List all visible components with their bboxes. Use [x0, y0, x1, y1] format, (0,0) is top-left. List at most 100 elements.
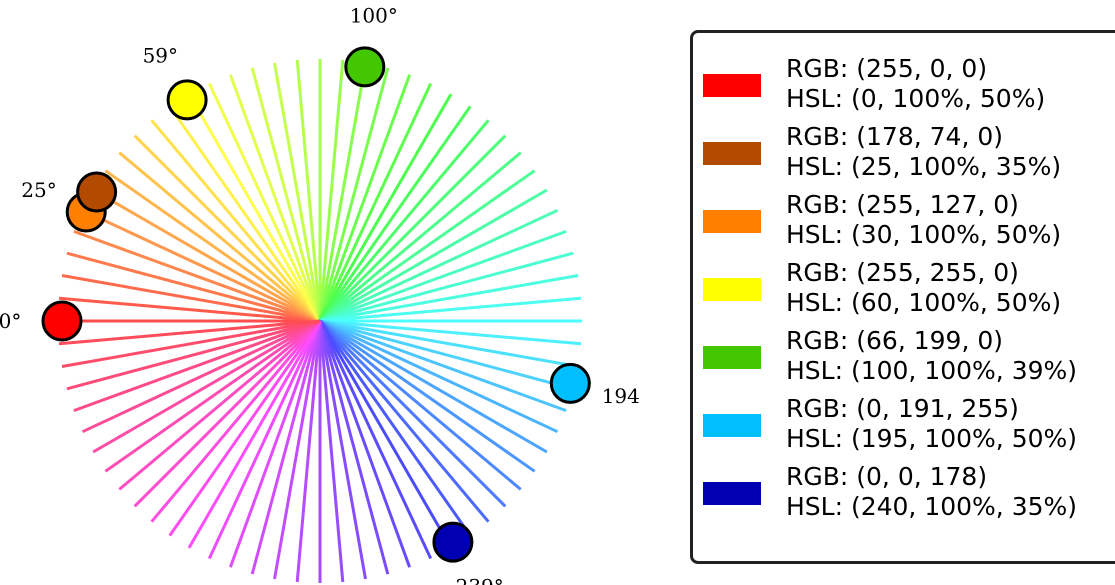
color-legend: RGB: (255, 0, 0) HSL: (0, 100%, 50%) RGB… — [690, 30, 1115, 564]
legend-label: RGB: (255, 0, 0) HSL: (0, 100%, 50%) — [786, 54, 1045, 114]
hue-marker-label: 239° — [456, 575, 504, 585]
hue-spoke — [318, 67, 390, 322]
hue-spoke — [58, 319, 321, 346]
legend-hsl-text: HSL: (240, 100%, 35%) — [786, 492, 1078, 521]
hue-spoke — [319, 319, 567, 413]
hue-marker-label: 0° — [0, 309, 21, 333]
hue-spoke — [118, 151, 321, 323]
legend-hsl-text: HSL: (100, 100%, 39%) — [786, 356, 1078, 385]
hue-spoke — [318, 320, 367, 580]
hue-spoke — [318, 320, 390, 575]
hue-spoke — [318, 74, 412, 322]
hue-spoke — [318, 134, 507, 323]
hue-spoke — [66, 251, 321, 323]
hue-spoke — [318, 320, 472, 537]
hue-spoke — [319, 319, 548, 454]
legend-rgb-text: RGB: (255, 127, 0) — [786, 190, 1019, 219]
legend-label: RGB: (255, 255, 0) HSL: (60, 100%, 50%) — [786, 258, 1061, 318]
legend-entry: RGB: (66, 199, 0) HSL: (100, 100%, 39%) — [693, 323, 1115, 391]
hue-spoke — [133, 134, 322, 323]
hue-spoke — [319, 319, 582, 346]
hue-spoke — [73, 319, 321, 413]
legend-swatch — [703, 346, 761, 369]
hue-spoke — [66, 319, 321, 391]
hue-spoke — [61, 274, 321, 323]
hue-spoke — [228, 74, 322, 322]
hue-spoke — [81, 319, 321, 434]
hue-spoke — [187, 93, 322, 322]
hue-spoke — [319, 319, 579, 368]
hue-spoke — [168, 320, 322, 537]
hue-spoke — [319, 319, 536, 473]
legend-swatch — [703, 142, 761, 165]
hue-spoke — [295, 320, 322, 583]
hue-spoke — [58, 296, 321, 323]
legend-swatch — [703, 482, 761, 505]
hue-marker-label: 194 — [602, 384, 640, 408]
legend-label: RGB: (178, 74, 0) HSL: (25, 100%, 35%) — [786, 122, 1061, 182]
hue-spoke — [318, 82, 433, 322]
legend-label: RGB: (0, 191, 255) HSL: (195, 100%, 50%) — [786, 394, 1077, 454]
hue-spoke — [228, 320, 322, 568]
hue-spoke — [273, 62, 322, 322]
hue-marker — [76, 171, 118, 213]
hue-spoke — [319, 188, 548, 323]
legend-swatch — [703, 414, 761, 437]
legend-rgb-text: RGB: (0, 191, 255) — [786, 394, 1019, 423]
hue-spoke — [319, 274, 579, 323]
hue-spoke — [207, 320, 322, 560]
hue-spoke — [318, 119, 490, 322]
hue-spoke — [295, 59, 322, 322]
legend-entry: RGB: (0, 191, 255) HSL: (195, 100%, 50%) — [693, 391, 1115, 459]
hue-spoke — [250, 67, 322, 322]
legend-label: RGB: (0, 0, 178) HSL: (240, 100%, 35%) — [786, 462, 1077, 522]
legend-hsl-text: HSL: (0, 100%, 50%) — [786, 84, 1046, 113]
legend-entry: RGB: (255, 127, 0) HSL: (30, 100%, 50%) — [693, 187, 1115, 255]
hue-spoke — [318, 320, 490, 523]
hue-spoke — [319, 169, 536, 323]
hue-spoke — [92, 188, 321, 323]
hue-marker — [344, 46, 386, 88]
hue-spoke — [319, 319, 559, 434]
hue-marker-label: 100° — [350, 4, 398, 28]
hue-spoke — [318, 320, 453, 549]
hue-wheel: 0° 25° 59° 100° 194 239° — [0, 4, 640, 585]
legend-swatch — [703, 74, 761, 97]
legend-hsl-text: HSL: (60, 100%, 50%) — [786, 288, 1062, 317]
hue-marker — [166, 79, 208, 121]
hue-spoke — [318, 93, 453, 322]
legend-rgb-text: RGB: (178, 74, 0) — [786, 122, 1003, 151]
legend-hsl-text: HSL: (30, 100%, 50%) — [786, 220, 1062, 249]
hue-spoke — [92, 319, 321, 454]
hue-spoke — [318, 320, 433, 560]
legend-entry: RGB: (178, 74, 0) HSL: (25, 100%, 35%) — [693, 119, 1115, 187]
hue-spoke — [168, 105, 322, 322]
hue-marker-label: 25° — [21, 178, 56, 202]
hue-marker — [432, 521, 474, 563]
hue-spoke — [318, 320, 412, 568]
hue-marker — [41, 300, 83, 342]
hue-spoke — [319, 251, 574, 323]
hue-spoke — [207, 82, 322, 322]
hue-spoke — [318, 320, 345, 583]
legend-swatch — [703, 210, 761, 233]
legend-rgb-text: RGB: (255, 0, 0) — [786, 54, 988, 83]
hue-spoke — [319, 319, 522, 491]
hue-spoke — [319, 151, 522, 323]
legend-label: RGB: (255, 127, 0) HSL: (30, 100%, 50%) — [786, 190, 1061, 250]
hue-spoke — [104, 169, 321, 323]
hue-spoke — [318, 105, 472, 322]
legend-hsl-text: HSL: (195, 100%, 50%) — [786, 424, 1078, 453]
hue-spoke — [61, 319, 321, 368]
legend-entry: RGB: (0, 0, 178) HSL: (240, 100%, 35%) — [693, 459, 1115, 527]
hue-spoke — [319, 319, 574, 391]
hue-spoke — [104, 319, 321, 473]
legend-rgb-text: RGB: (0, 0, 178) — [786, 462, 988, 491]
legend-entry: RGB: (255, 0, 0) HSL: (0, 100%, 50%) — [693, 51, 1115, 119]
hue-spoke — [150, 119, 322, 322]
hue-spoke — [150, 320, 322, 523]
legend-swatch — [703, 278, 761, 301]
hue-spoke — [318, 59, 345, 322]
legend-label: RGB: (66, 199, 0) HSL: (100, 100%, 39%) — [786, 326, 1077, 386]
hue-marker-label: 59° — [143, 43, 178, 67]
